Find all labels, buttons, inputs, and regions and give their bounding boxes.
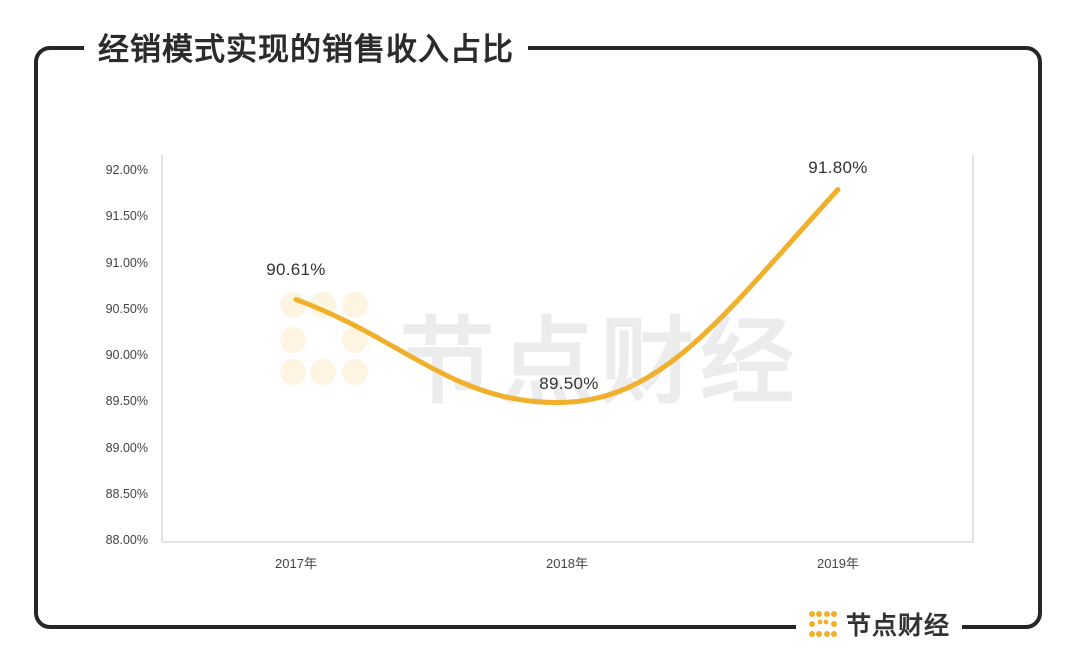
footer-brand-text: 节点财经 [846, 611, 951, 640]
data-label: 91.80% [808, 158, 868, 177]
node-finance-logo-icon [809, 611, 837, 637]
y-tick-label: 88.50% [105, 486, 148, 501]
x-tick-label: 2017年 [275, 556, 317, 571]
x-tick-label: 2019年 [817, 556, 859, 571]
chart-frame [34, 46, 1042, 629]
data-label: 89.50% [539, 374, 599, 393]
y-tick-label: 89.00% [105, 440, 148, 455]
footer-brand: 节点财经 [796, 606, 963, 642]
data-label: 90.61% [266, 260, 326, 279]
y-tick-label: 91.50% [105, 209, 148, 224]
x-tick-label: 2018年 [546, 556, 588, 571]
y-tick-label: 90.00% [105, 348, 148, 362]
y-tick-label: 88.00% [105, 533, 148, 547]
y-tick-label: 90.50% [105, 301, 148, 316]
y-tick-label: 91.00% [105, 255, 148, 270]
y-tick-label: 92.00% [105, 163, 148, 177]
plot-area [161, 155, 974, 543]
chart-title: 经销模式实现的销售收入占比 [98, 31, 514, 68]
y-tick-label: 89.50% [105, 394, 148, 409]
title-container: 经销模式实现的销售收入占比 [84, 24, 528, 68]
